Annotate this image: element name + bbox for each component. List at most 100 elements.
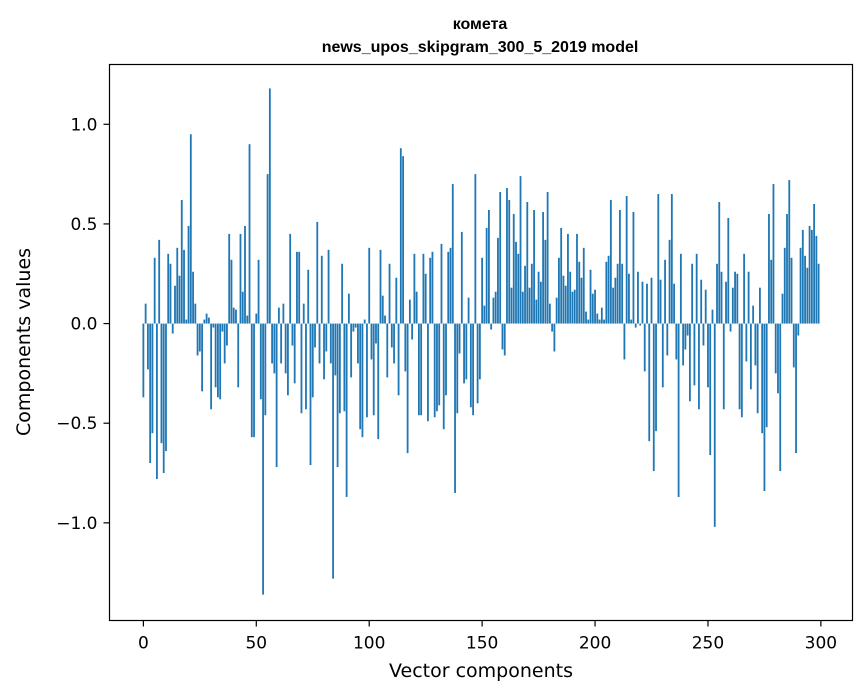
bar (289, 233, 292, 324)
bar (451, 184, 454, 324)
bar (248, 144, 251, 324)
bar (393, 323, 395, 364)
bar (725, 281, 727, 324)
bar (447, 251, 450, 324)
bar (783, 247, 786, 324)
plot-frame (108, 63, 854, 622)
bar (731, 287, 734, 324)
bar (711, 309, 714, 324)
bar (571, 291, 574, 324)
bar (817, 263, 820, 324)
bar (661, 323, 664, 388)
bar (659, 279, 662, 324)
bar (569, 271, 572, 324)
bar (521, 291, 524, 324)
bar (779, 323, 782, 472)
y-tick-label: −0.5 (56, 414, 97, 434)
x-tick-label: 100 (353, 634, 385, 654)
bar (609, 200, 612, 324)
y-tick-label: −1.0 (56, 514, 97, 534)
bar (580, 277, 583, 324)
bar (558, 257, 560, 324)
bar (623, 323, 626, 360)
bar (506, 188, 508, 324)
bar (460, 231, 463, 324)
bar (309, 323, 312, 466)
bar (682, 323, 685, 366)
bar (643, 323, 646, 372)
bar (352, 323, 355, 332)
bar (600, 307, 603, 324)
bar (368, 247, 371, 324)
bar (815, 235, 818, 324)
bar (494, 291, 497, 324)
bar (325, 323, 328, 352)
bar (160, 323, 163, 444)
bar (768, 213, 770, 324)
bar (185, 319, 188, 324)
bar (749, 323, 752, 390)
bar (196, 323, 199, 356)
bar (777, 323, 779, 394)
bar (192, 271, 194, 324)
bar (255, 313, 258, 324)
bar (210, 323, 213, 410)
x-tick-label: 0 (138, 634, 149, 654)
bar (646, 283, 648, 324)
bar (350, 323, 353, 378)
bar (406, 323, 409, 454)
bar (223, 323, 226, 364)
bar (280, 323, 283, 364)
x-axis: 0 50 100 150 200 250 300 (138, 620, 837, 654)
bar (259, 323, 262, 400)
bar (510, 287, 513, 324)
bar (334, 323, 337, 376)
bar (158, 239, 161, 324)
bar (311, 323, 314, 398)
bar (790, 257, 793, 324)
bar (797, 323, 800, 336)
bar (528, 287, 531, 324)
x-tick-label: 150 (466, 634, 498, 654)
bar (605, 261, 608, 324)
bar (713, 323, 716, 527)
bar (183, 249, 185, 324)
bar (476, 323, 479, 404)
bar (151, 323, 154, 434)
bar (788, 180, 791, 324)
bar (343, 323, 346, 412)
bar (142, 323, 145, 398)
bar (266, 174, 269, 324)
bar (478, 323, 481, 380)
bar (250, 323, 253, 438)
bar (357, 323, 359, 364)
bar (235, 309, 237, 324)
bar (650, 277, 653, 324)
chart-title: комета (453, 16, 508, 33)
x-tick-label: 300 (805, 634, 837, 654)
bar (431, 251, 434, 324)
bar (262, 323, 264, 595)
bar (801, 229, 804, 324)
bar (296, 251, 298, 324)
bar (287, 323, 289, 396)
bar (515, 241, 517, 324)
bar (187, 225, 190, 324)
bar (632, 211, 635, 324)
bar (542, 211, 545, 324)
bar (203, 319, 206, 324)
bar (693, 323, 696, 386)
bar (562, 275, 565, 324)
bar (761, 323, 764, 434)
bar (456, 323, 459, 414)
bar (564, 285, 567, 324)
bar (765, 323, 768, 428)
bar (657, 194, 660, 324)
bar (347, 293, 350, 324)
bar (707, 323, 709, 388)
bar (417, 323, 420, 416)
bar (582, 247, 585, 324)
bar (603, 319, 605, 324)
bar (354, 323, 357, 328)
bar (585, 311, 587, 324)
